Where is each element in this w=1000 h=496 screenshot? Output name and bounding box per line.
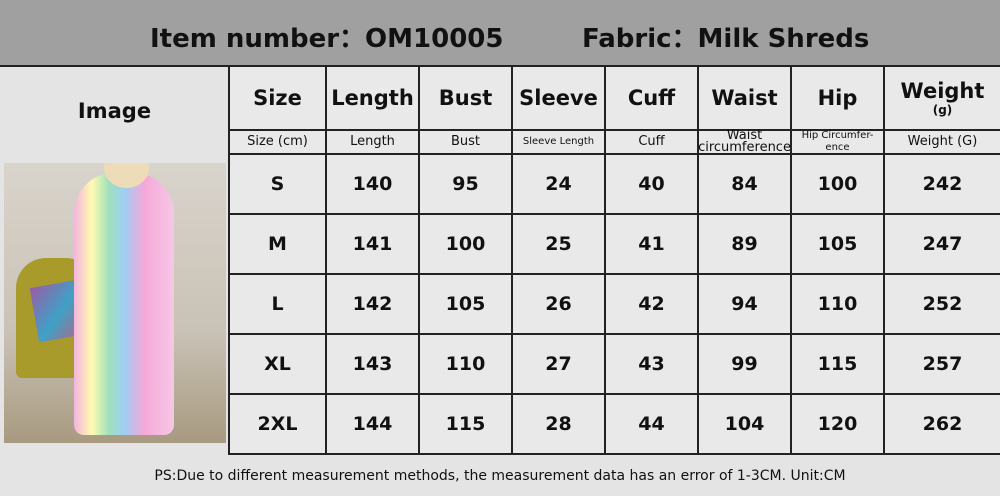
column-header-label: Bust bbox=[438, 86, 493, 110]
column-header-label: Hip bbox=[817, 86, 858, 110]
table-cell: 40 bbox=[604, 155, 697, 215]
table-cell: 105 bbox=[418, 275, 511, 335]
table-cell: M bbox=[228, 215, 325, 275]
column-subheader: Waist circumference bbox=[697, 128, 791, 155]
fabric: Fabric：Milk Shreds bbox=[582, 24, 870, 54]
table-cell: 144 bbox=[325, 395, 418, 455]
table-cell: 257 bbox=[883, 335, 1000, 395]
column-header-label: Size bbox=[253, 86, 302, 110]
column-subheader: Cuff bbox=[604, 131, 697, 155]
table-cell: 89 bbox=[697, 215, 790, 275]
column-header-label: Cuff bbox=[627, 86, 676, 110]
column-subheader: Size (cm) bbox=[228, 131, 325, 155]
table-cell: 142 bbox=[325, 275, 418, 335]
column-header: Weight (g) bbox=[883, 67, 1000, 131]
table-cell: 84 bbox=[697, 155, 790, 215]
table-cell: 41 bbox=[604, 215, 697, 275]
table-cell: 143 bbox=[325, 335, 418, 395]
column-header: Sleeve bbox=[511, 67, 604, 131]
table-cell: 110 bbox=[790, 275, 883, 335]
table-cell: 262 bbox=[883, 395, 1000, 455]
column-subheader: Sleeve Length bbox=[511, 131, 604, 155]
table-cell: 100 bbox=[418, 215, 511, 275]
column-header-label: Waist bbox=[711, 86, 778, 110]
table-cell: 99 bbox=[697, 335, 790, 395]
table-cell: 247 bbox=[883, 215, 1000, 275]
column-header: Waist bbox=[697, 67, 790, 131]
table-cell: 25 bbox=[511, 215, 604, 275]
table-cell: 110 bbox=[418, 335, 511, 395]
table-cell: XL bbox=[228, 335, 325, 395]
table-cell: 115 bbox=[418, 395, 511, 455]
table-cell: 105 bbox=[790, 215, 883, 275]
table-cell: 120 bbox=[790, 395, 883, 455]
table-cell: 100 bbox=[790, 155, 883, 215]
column-header-label: Length bbox=[331, 86, 414, 110]
table-cell: 44 bbox=[604, 395, 697, 455]
table-cell: 140 bbox=[325, 155, 418, 215]
table-cell: L bbox=[228, 275, 325, 335]
table-cell: 26 bbox=[511, 275, 604, 335]
image-header: Image bbox=[0, 67, 229, 155]
weight-unit: (g) bbox=[932, 103, 953, 117]
column-subheader: Bust bbox=[418, 131, 511, 155]
dress-shape bbox=[74, 173, 174, 435]
table-cell: 242 bbox=[883, 155, 1000, 215]
column-header: Cuff bbox=[604, 67, 697, 131]
table-cell: 115 bbox=[790, 335, 883, 395]
table-cell: 2XL bbox=[228, 395, 325, 455]
table-cell: 95 bbox=[418, 155, 511, 215]
item-number: Item number：OM10005 bbox=[150, 24, 504, 54]
column-header: Size bbox=[228, 67, 325, 131]
column-header: Length bbox=[325, 67, 418, 131]
column-header: Hip bbox=[790, 67, 883, 131]
column-subheader: Length bbox=[325, 131, 418, 155]
table-cell: 104 bbox=[697, 395, 790, 455]
column-subheader: Hip Circumfer-ence bbox=[790, 130, 883, 155]
product-photo bbox=[4, 163, 226, 443]
column-header-label: Sleeve bbox=[519, 86, 598, 110]
table-cell: 43 bbox=[604, 335, 697, 395]
table-cell: 252 bbox=[883, 275, 1000, 335]
table-cell: 27 bbox=[511, 335, 604, 395]
table-cell: 24 bbox=[511, 155, 604, 215]
table-cell: S bbox=[228, 155, 325, 215]
column-header-label: Weight bbox=[900, 79, 985, 103]
column-header: Bust bbox=[418, 67, 511, 131]
table-cell: 28 bbox=[511, 395, 604, 455]
table-cell: 42 bbox=[604, 275, 697, 335]
title-bar: Item number：OM10005 Fabric：Milk Shreds bbox=[0, 0, 1000, 67]
table-cell: 141 bbox=[325, 215, 418, 275]
table-cell: 94 bbox=[697, 275, 790, 335]
footer-note: PS:Due to different measurement methods,… bbox=[0, 455, 1000, 496]
column-subheader: Weight (G) bbox=[883, 131, 1000, 155]
